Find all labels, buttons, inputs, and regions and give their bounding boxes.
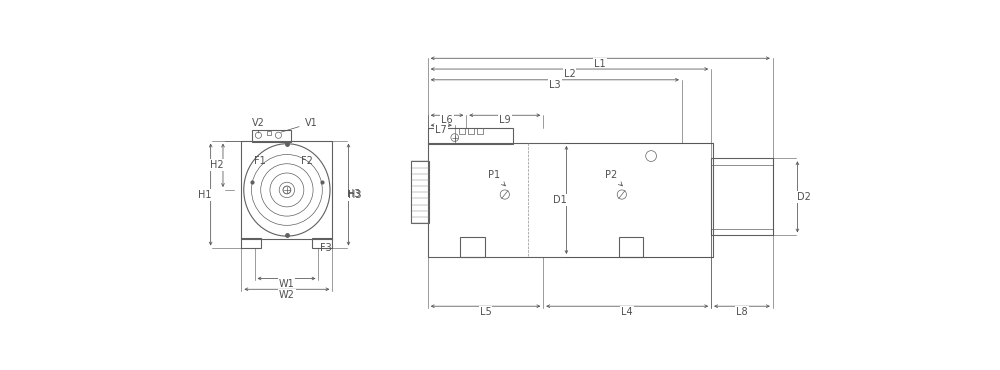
- Text: L3: L3: [549, 80, 561, 90]
- Bar: [619, 237, 643, 257]
- Text: L8: L8: [736, 307, 748, 317]
- Bar: [241, 141, 332, 239]
- Text: F1: F1: [254, 157, 266, 166]
- Text: W1: W1: [279, 279, 294, 289]
- Text: V2: V2: [252, 118, 265, 133]
- Text: L5: L5: [480, 307, 491, 317]
- Text: D1: D1: [553, 195, 567, 205]
- Bar: [252, 130, 291, 142]
- Bar: [411, 161, 429, 223]
- Bar: [428, 128, 512, 145]
- Text: P1: P1: [488, 169, 505, 186]
- Bar: [241, 238, 261, 248]
- Bar: [428, 143, 713, 257]
- Bar: [459, 128, 465, 134]
- Bar: [711, 158, 773, 235]
- Text: L6: L6: [441, 115, 453, 125]
- Text: D2: D2: [797, 192, 810, 202]
- Bar: [267, 131, 271, 135]
- Bar: [460, 237, 485, 257]
- Text: L7: L7: [435, 125, 447, 135]
- Text: W2: W2: [279, 290, 295, 300]
- Text: H2: H2: [210, 160, 224, 170]
- Text: H3: H3: [348, 189, 361, 199]
- Bar: [477, 128, 483, 134]
- Text: L2: L2: [564, 70, 575, 80]
- Bar: [468, 128, 474, 134]
- Text: L1: L1: [594, 59, 606, 69]
- Text: L9: L9: [499, 115, 511, 125]
- Text: F2: F2: [301, 157, 313, 166]
- Text: F3: F3: [320, 243, 332, 253]
- Text: L4: L4: [621, 307, 633, 317]
- Text: H3: H3: [347, 189, 361, 199]
- Text: H1: H1: [198, 189, 211, 199]
- Text: P2: P2: [605, 169, 622, 186]
- Bar: [312, 238, 332, 248]
- Text: V1: V1: [281, 118, 317, 132]
